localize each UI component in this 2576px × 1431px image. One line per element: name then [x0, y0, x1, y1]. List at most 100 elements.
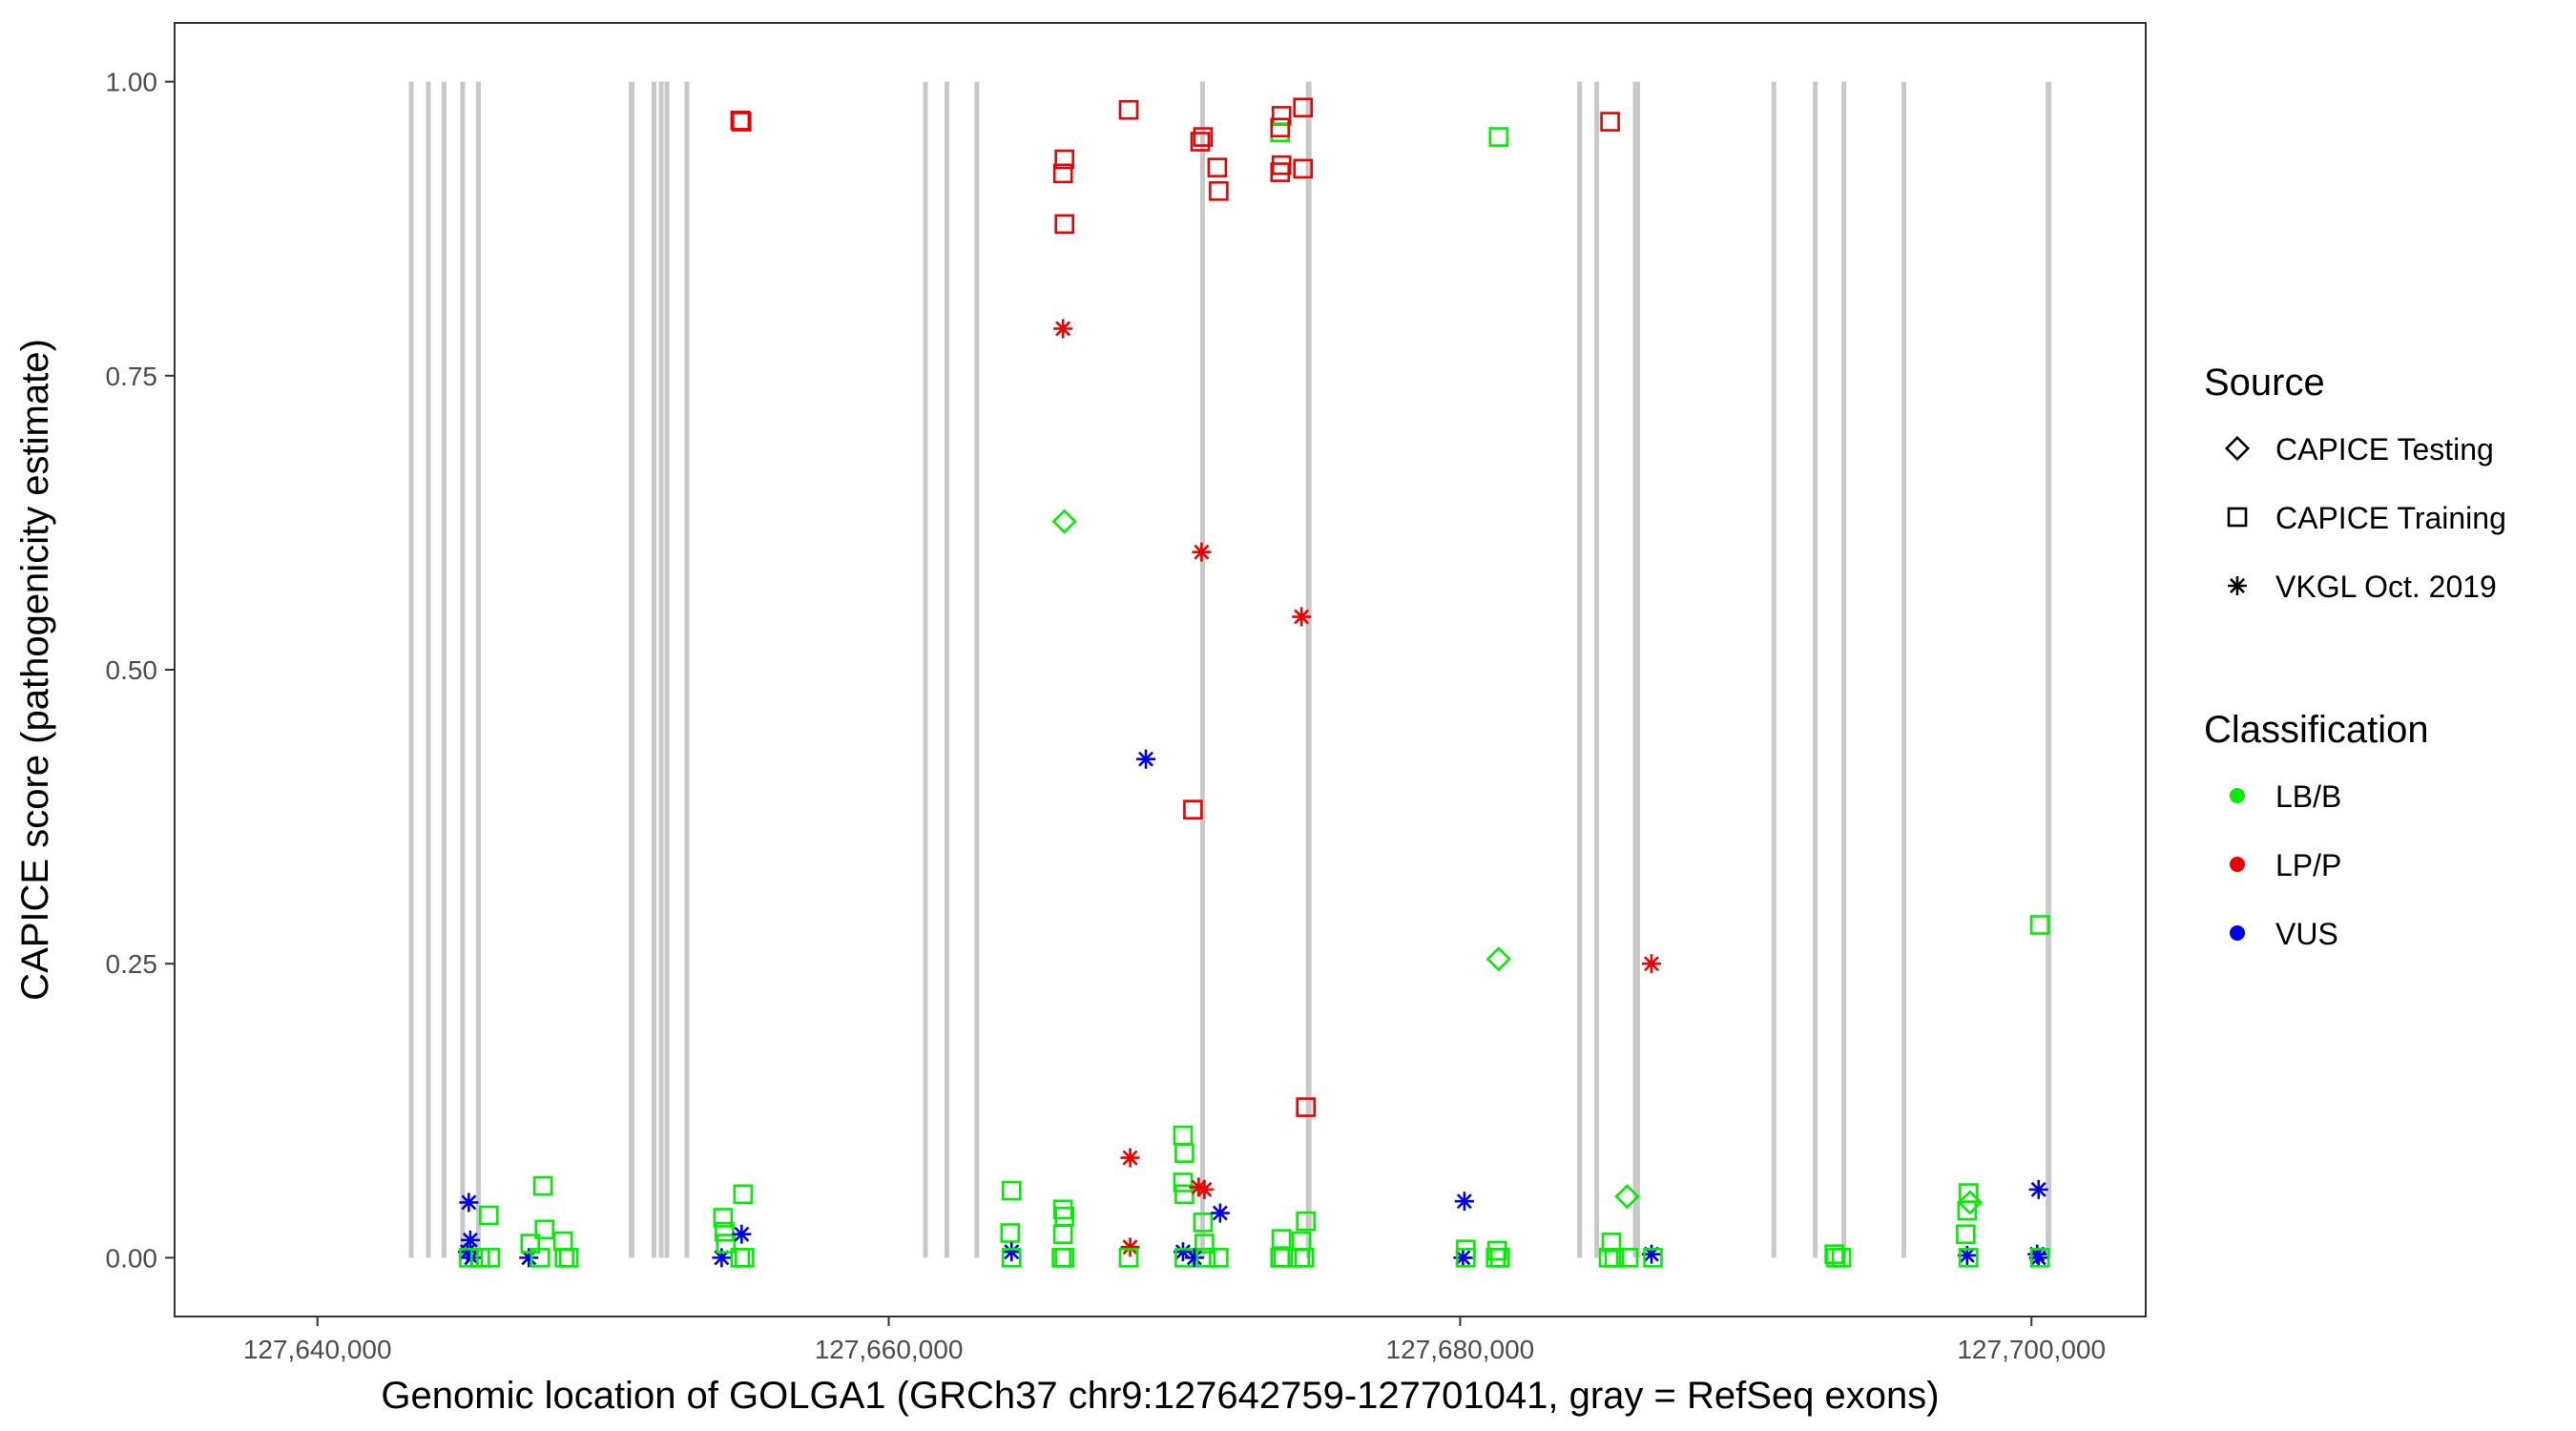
data-point-asterisk — [1192, 542, 1212, 562]
data-point-square — [1000, 1223, 1021, 1243]
data-point-square — [558, 1248, 579, 1268]
x-tick-label: 127,660,000 — [815, 1335, 964, 1364]
data-point-square — [480, 1248, 501, 1268]
exon-band — [1632, 81, 1641, 1258]
data-point-asterisk — [459, 1192, 479, 1213]
data-point-square — [1271, 1229, 1292, 1249]
data-point-square — [1956, 1224, 1976, 1245]
legend-key-color — [2230, 925, 2245, 941]
data-point-square — [1618, 1248, 1639, 1268]
data-point-square — [1490, 1248, 1510, 1268]
x-axis-title: Genomic location of GOLGA1 (GRCh37 chr9:… — [381, 1375, 1939, 1417]
x-tick-label: 127,640,000 — [243, 1335, 392, 1364]
data-point-square — [1118, 1248, 1139, 1268]
exon-band — [460, 81, 466, 1258]
data-point-asterisk — [1642, 954, 1662, 974]
data-point-square — [1195, 1234, 1215, 1254]
exon-band — [441, 81, 447, 1258]
data-point-asterisk — [1454, 1192, 1474, 1212]
legend-key-color — [2230, 857, 2245, 872]
legend-key-diamond — [2224, 435, 2251, 462]
data-point-square — [1190, 132, 1211, 152]
data-point-asterisk — [2028, 1179, 2048, 1199]
y-tick-label: 1.00 — [106, 68, 158, 97]
data-point-square — [1293, 97, 1314, 118]
data-point-square — [459, 1248, 479, 1268]
data-point-square — [1456, 1248, 1476, 1268]
data-point-square — [732, 112, 752, 132]
exon-band — [2046, 81, 2052, 1258]
data-point-diamond — [1485, 946, 1511, 972]
exon-band — [664, 81, 670, 1258]
data-point-square — [1296, 1097, 1317, 1117]
legend-label-vkgl: VKGL Oct. 2019 — [2275, 570, 2497, 604]
data-point-square — [1193, 127, 1214, 147]
exon-band — [923, 81, 928, 1258]
data-point-square — [1604, 1248, 1625, 1268]
y-tick-label: 0.50 — [106, 655, 158, 685]
exon-band — [475, 81, 481, 1258]
data-point-square — [1296, 1211, 1317, 1232]
data-point-diamond — [1614, 1184, 1640, 1210]
legend-key-square — [2227, 507, 2248, 528]
data-point-square — [1118, 99, 1139, 120]
legend-label-lb-b: LB/B — [2275, 779, 2341, 814]
data-point-square — [1052, 1224, 1073, 1245]
data-points — [457, 97, 2050, 1268]
exon-band — [1841, 81, 1847, 1258]
data-point-square — [530, 1248, 551, 1268]
exon-band — [1305, 81, 1312, 1258]
exon-band — [658, 81, 664, 1258]
data-point-square — [1601, 1233, 1622, 1253]
data-point-asterisk — [460, 1230, 480, 1250]
data-point-asterisk — [1053, 319, 1073, 339]
data-point-square — [1487, 1240, 1507, 1261]
exon-band — [426, 81, 431, 1258]
exon-band — [1577, 81, 1583, 1258]
data-point-square — [1174, 1143, 1195, 1163]
data-point-square — [1002, 1180, 1022, 1201]
exon-band — [974, 81, 980, 1258]
data-point-asterisk — [1184, 1248, 1204, 1268]
legend-key-asterisk — [2228, 576, 2247, 595]
exon-bands — [408, 81, 2052, 1258]
data-point-square — [1209, 1248, 1229, 1268]
data-point-square — [1959, 1248, 1979, 1268]
data-point-square — [1643, 1248, 1663, 1268]
data-point-square — [1271, 155, 1292, 176]
data-point-asterisk — [1136, 749, 1156, 769]
data-point-square — [713, 1208, 734, 1228]
data-point-asterisk — [1002, 1242, 1022, 1262]
data-point-square — [1831, 1248, 1852, 1268]
data-point-square — [715, 1221, 735, 1242]
data-point-diamond — [1957, 1190, 1983, 1215]
data-point-square — [1207, 157, 1228, 177]
exon-band — [408, 81, 414, 1258]
x-axis: 127,640,000 127,660,000 127,680,000 127,700… — [243, 1317, 2106, 1364]
data-point-square — [1195, 1248, 1216, 1268]
data-point-square — [534, 1219, 555, 1240]
legend-source-keys — [2224, 435, 2251, 595]
data-point-square — [1054, 214, 1074, 235]
data-point-asterisk — [1195, 1179, 1215, 1199]
exon-band — [1199, 81, 1205, 1258]
legend-classification-keys — [2230, 788, 2245, 941]
data-point-square — [1193, 1213, 1214, 1233]
data-point-square — [1600, 112, 1620, 132]
data-point-asterisk — [1120, 1237, 1140, 1257]
legend: Source CAPICE Testing CAPICE Training VK… — [2204, 362, 2506, 951]
legend-label-vus: VUS — [2275, 917, 2338, 951]
exon-band — [629, 81, 635, 1258]
data-point-square — [1052, 1199, 1073, 1220]
data-point-diamond — [1051, 508, 1077, 534]
legend-source-title: Source — [2204, 362, 2325, 404]
y-tick-label: 0.25 — [106, 949, 158, 979]
data-point-square — [1052, 163, 1073, 184]
y-axis-title: CAPICE score (pathogenicity estimate) — [14, 339, 56, 1001]
data-point-square — [716, 1234, 737, 1254]
data-point-asterisk — [1210, 1203, 1230, 1223]
data-point-square — [1270, 117, 1291, 138]
exon-band — [1594, 81, 1600, 1258]
y-tick-label: 0.75 — [106, 362, 158, 391]
data-point-square — [520, 1234, 541, 1254]
